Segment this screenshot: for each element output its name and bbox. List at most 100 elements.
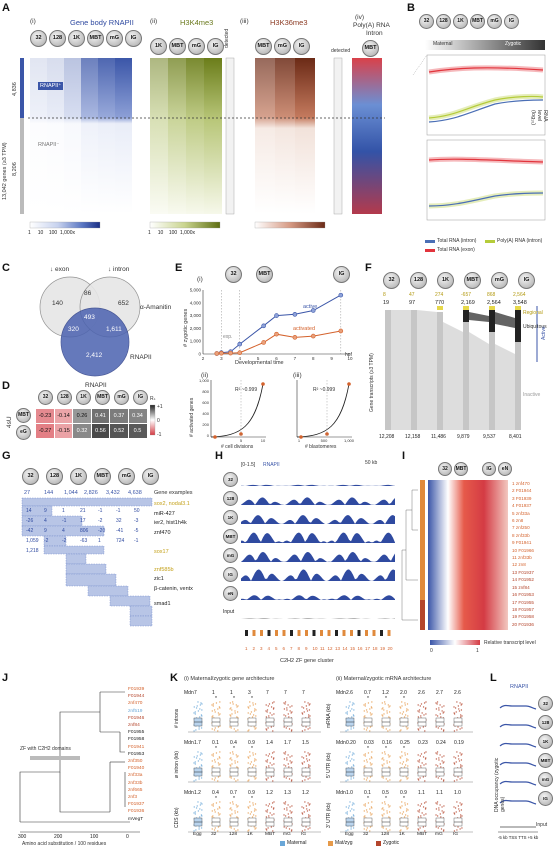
k-point	[307, 802, 309, 804]
k-point	[234, 812, 236, 814]
k-point	[217, 758, 219, 760]
k-point	[403, 716, 406, 718]
k-point	[382, 777, 384, 779]
k-legend-item: Maternal	[287, 840, 307, 846]
rnapii-minus-label: RNAPII⁻	[38, 142, 60, 148]
k-point	[308, 809, 311, 811]
stage-mbt: MBT	[87, 30, 104, 47]
block-value: -20	[98, 528, 106, 534]
k-point	[230, 757, 232, 759]
k-point	[271, 714, 273, 716]
k-point	[200, 727, 203, 729]
k-point	[265, 829, 268, 831]
k-point	[435, 714, 437, 716]
k-point	[212, 715, 214, 717]
k-point	[369, 726, 372, 728]
k-point	[442, 730, 445, 732]
k-point	[284, 715, 287, 717]
zoom-line	[412, 54, 428, 76]
e-active: active	[303, 304, 318, 310]
k-point	[371, 751, 373, 753]
k-point	[211, 804, 213, 806]
block-value: -2	[98, 518, 103, 524]
k-point	[388, 756, 390, 758]
k-point	[198, 828, 200, 830]
k-point	[369, 830, 371, 832]
k-point	[212, 765, 214, 767]
correlation-cell: 0.5	[127, 423, 148, 439]
correlation-cell: 0.37	[109, 408, 129, 424]
k-point	[288, 816, 290, 818]
k-point	[305, 726, 307, 728]
data-point	[261, 323, 266, 329]
k-point	[401, 805, 403, 807]
i-legend-0: 0	[430, 648, 433, 654]
k-point	[219, 757, 221, 759]
k-point	[301, 706, 303, 708]
k-point	[384, 753, 386, 755]
k-point	[363, 710, 365, 712]
total: 19	[383, 300, 390, 306]
k-point	[349, 760, 352, 762]
k-point	[266, 711, 268, 713]
k-point	[194, 761, 196, 763]
k-point	[233, 828, 235, 830]
tick: 10	[37, 230, 44, 236]
k-point	[363, 810, 365, 812]
tick: 1	[148, 230, 151, 236]
k-point	[405, 726, 407, 728]
k-point	[353, 715, 355, 717]
k-point	[422, 706, 425, 708]
k-point	[460, 754, 462, 756]
k-point	[230, 707, 232, 709]
stage-mbt: MBT	[362, 40, 379, 57]
k-point	[290, 830, 293, 832]
k-point	[271, 814, 273, 816]
e-sub-ii: (ii)	[201, 372, 209, 379]
scale-ticks-blue: 1 10 100 1,000x	[28, 230, 75, 236]
stage-mg: mG	[274, 38, 291, 55]
k-point	[417, 760, 419, 762]
k-point	[272, 830, 274, 832]
k-point	[388, 711, 391, 713]
k-point	[211, 760, 213, 762]
k-point	[436, 751, 439, 753]
panel-e: E (i) 32 MBT IG 5,000 4,000 3,000 2,000 1,000 0…	[175, 262, 365, 452]
k-point	[435, 708, 438, 710]
tree-leaf: znf470	[128, 701, 143, 707]
j-gene-list: F01939 F01944 znf470 znf519 F01946 znf84 F0195…	[128, 686, 144, 823]
k-point	[366, 727, 368, 729]
k-point	[267, 827, 269, 829]
gene-label: 9 F01941	[512, 540, 532, 546]
k-point	[284, 801, 287, 803]
k-point	[217, 708, 219, 710]
k-point	[420, 715, 422, 717]
k-point	[453, 830, 456, 832]
f-totals: 19 97 770 2,169 2,564 3,548	[383, 300, 533, 306]
k-median-value: 0.4	[212, 790, 219, 796]
k-point	[406, 728, 408, 730]
stage-mg: mG	[106, 30, 123, 47]
k-point	[350, 728, 352, 730]
data-point	[261, 340, 266, 345]
k-point	[453, 730, 456, 732]
k-point	[309, 765, 311, 767]
sig-star: *	[385, 696, 387, 702]
e-r2-ii: R² ~0.999	[235, 387, 258, 393]
k-point	[273, 713, 275, 715]
k-point	[248, 757, 250, 759]
k-point	[194, 811, 196, 813]
k-point	[284, 703, 286, 705]
k-point	[366, 811, 368, 813]
k-point	[197, 751, 199, 753]
bottom-count: 11,486	[431, 434, 446, 440]
k-point	[195, 779, 197, 781]
k-point	[407, 809, 409, 811]
k-point	[365, 709, 368, 711]
k-point	[406, 703, 409, 705]
count: 4,638	[128, 490, 142, 496]
k-point	[417, 716, 420, 718]
i-legend: Relative transcript level	[484, 640, 536, 646]
k-point	[213, 809, 216, 811]
l-stage: mG	[538, 772, 553, 787]
